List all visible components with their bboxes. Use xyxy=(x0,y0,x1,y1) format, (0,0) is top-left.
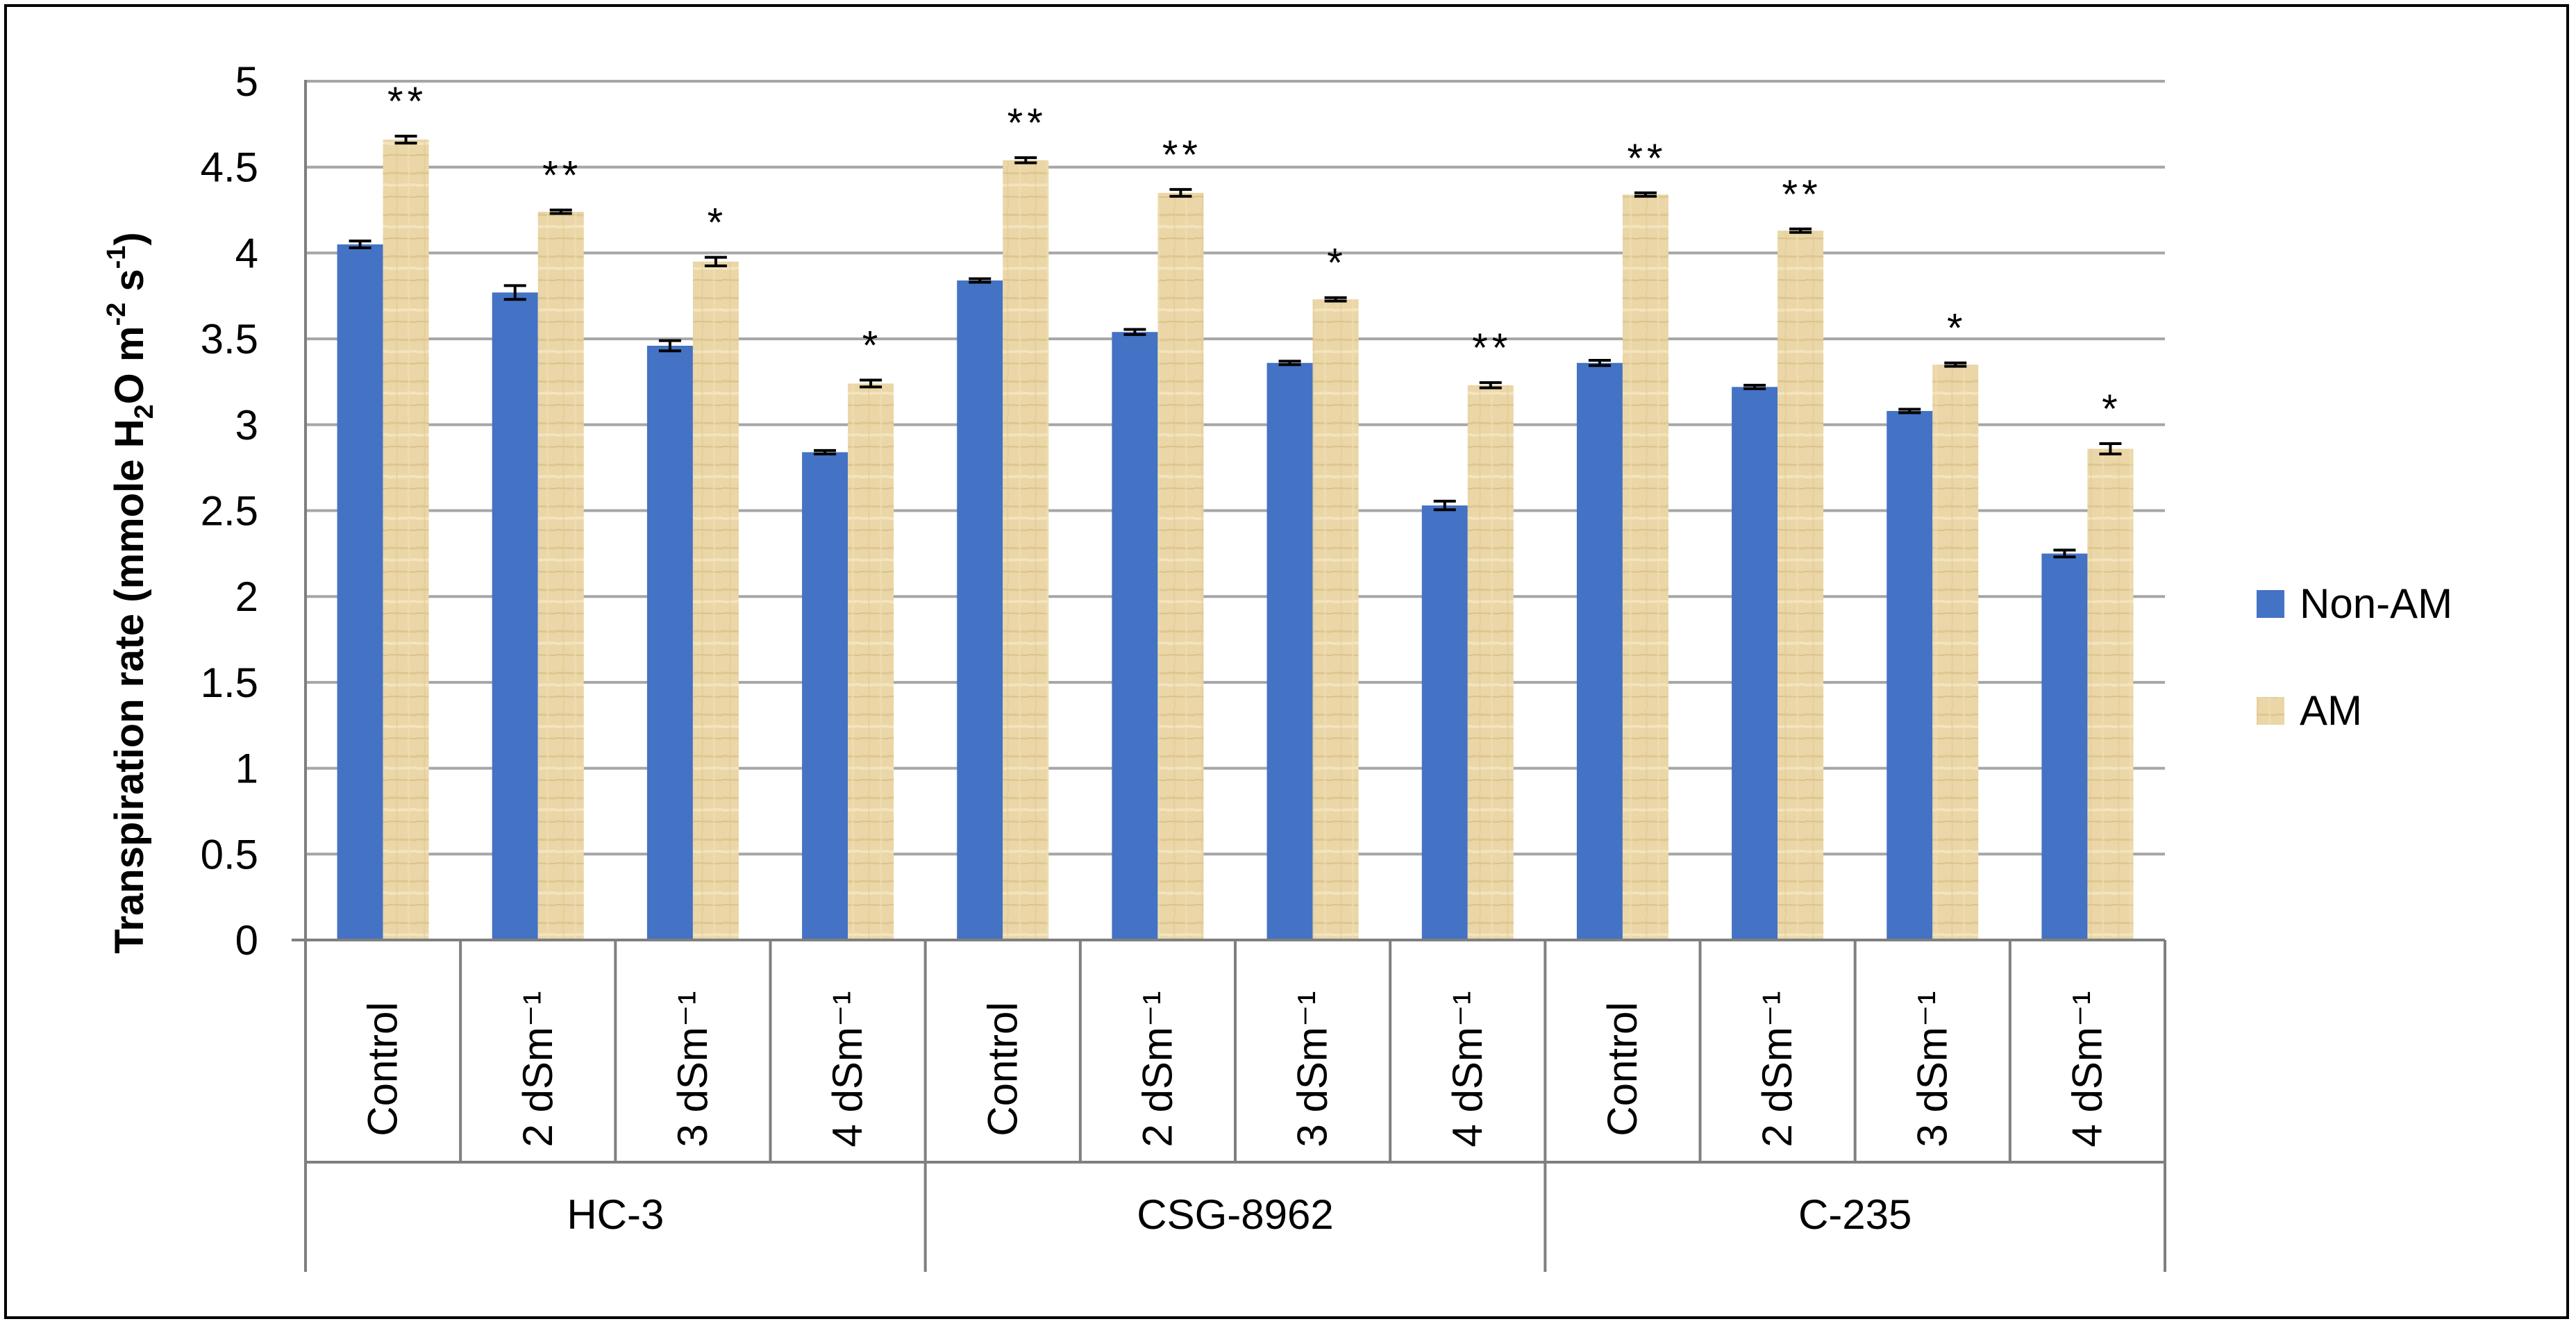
x-tick-label: Control xyxy=(360,1002,406,1136)
bar-am xyxy=(692,261,739,940)
axes-layer xyxy=(292,80,2166,1272)
x-group-label: HC-3 xyxy=(567,1191,664,1238)
bar-non-am xyxy=(957,280,1003,940)
bar-am xyxy=(1003,160,1049,941)
bar-non-am xyxy=(1112,332,1158,941)
bar-am xyxy=(537,212,584,941)
x-tick-label: 2 dSm⁻¹ xyxy=(515,991,561,1147)
significance-label: * xyxy=(1327,241,1347,286)
x-tick-label: Control xyxy=(979,1002,1026,1136)
bar-am xyxy=(383,140,429,941)
y-tick-label: 0.5 xyxy=(201,831,258,878)
y-tick-label: 2 xyxy=(235,573,258,620)
labels-layer: 00.511.522.533.544.55 **Control**2 dSm⁻¹*… xyxy=(201,58,2122,1238)
legend: Non-AM AM xyxy=(2257,580,2452,734)
x-tick-label: 3 dSm⁻¹ xyxy=(1909,991,1955,1147)
gridlines xyxy=(306,80,2165,856)
x-tick-label: 2 dSm⁻¹ xyxy=(1134,991,1180,1147)
bar-am xyxy=(1157,192,1204,940)
x-tick-label: Control xyxy=(1599,1002,1646,1136)
y-tick-label: 1 xyxy=(235,746,258,792)
x-tick-label: 3 dSm⁻¹ xyxy=(669,991,716,1147)
bar-non-am xyxy=(1266,362,1313,940)
significance-label: ** xyxy=(1782,172,1822,217)
y-tick-label: 3.5 xyxy=(201,316,258,362)
bar-am xyxy=(1778,230,1824,940)
bar-am xyxy=(848,383,894,940)
x-tick-label: 2 dSm⁻¹ xyxy=(1754,991,1800,1147)
significance-label: * xyxy=(1947,306,1967,351)
x-tick-label: 4 dSm⁻¹ xyxy=(1444,991,1491,1147)
legend-label-non-am: Non-AM xyxy=(2300,580,2452,627)
bar-non-am xyxy=(1576,362,1623,940)
x-tick-label: 4 dSm⁻¹ xyxy=(824,991,871,1147)
bar-non-am xyxy=(1732,387,1778,940)
y-tick-label: 3 xyxy=(235,402,258,448)
y-tick-label: 0 xyxy=(235,917,258,964)
legend-label-am: AM xyxy=(2300,687,2362,734)
bar-non-am xyxy=(337,244,383,940)
legend-swatch-am xyxy=(2257,697,2284,725)
bar-non-am xyxy=(1887,411,1933,940)
bar-non-am xyxy=(492,292,538,940)
x-tick-label: 4 dSm⁻¹ xyxy=(2064,991,2110,1147)
y-axis-label: Transpiration rate (mmole H2O m-2 s-1) xyxy=(102,232,159,954)
significance-label: * xyxy=(2102,387,2122,432)
bar-am xyxy=(1622,194,1668,941)
significance-label: ** xyxy=(1007,101,1047,146)
chart-frame xyxy=(4,4,2569,1319)
x-tick-label: 3 dSm⁻¹ xyxy=(1289,991,1336,1147)
bar-am xyxy=(1467,385,1514,940)
y-tick-label: 4 xyxy=(235,230,258,276)
y-tick-label: 5 xyxy=(235,58,258,105)
significance-label: ** xyxy=(1162,133,1202,178)
significance-label: * xyxy=(708,201,728,246)
x-group-label: CSG-8962 xyxy=(1137,1191,1333,1238)
y-tick-label: 1.5 xyxy=(201,660,258,706)
bar-am xyxy=(1312,299,1359,940)
bar-non-am xyxy=(1421,505,1468,940)
bar-am xyxy=(1932,364,1979,940)
significance-label: ** xyxy=(1472,326,1512,371)
significance-label: ** xyxy=(387,79,427,124)
y-tick-label: 4.5 xyxy=(201,144,258,191)
legend-swatch-non-am xyxy=(2257,590,2284,618)
bars-layer xyxy=(337,135,2134,941)
bar-am xyxy=(2087,448,2134,940)
significance-label: ** xyxy=(542,153,582,199)
significance-label: * xyxy=(862,323,883,368)
significance-label: ** xyxy=(1627,136,1666,181)
bar-non-am xyxy=(802,452,848,940)
y-tick-label: 2.5 xyxy=(201,488,258,535)
x-group-label: C-235 xyxy=(1798,1191,1912,1238)
bar-non-am xyxy=(2041,553,2088,940)
bar-non-am xyxy=(646,345,693,941)
